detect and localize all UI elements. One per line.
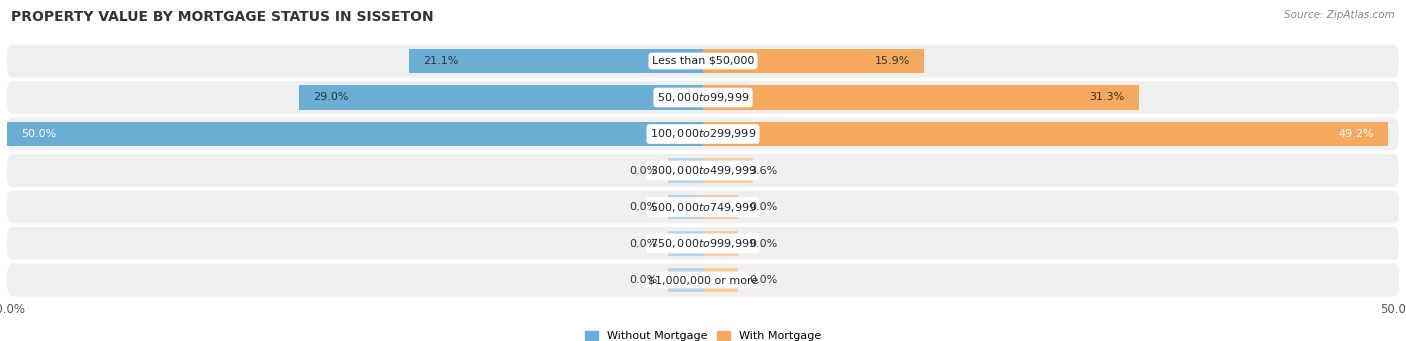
FancyBboxPatch shape: [7, 118, 1399, 150]
Bar: [668, 231, 703, 256]
Bar: [703, 48, 924, 73]
Text: $750,000 to $999,999: $750,000 to $999,999: [650, 237, 756, 250]
Text: 49.2%: 49.2%: [1339, 129, 1374, 139]
Bar: [668, 195, 703, 219]
Bar: [703, 268, 738, 293]
Text: $1,000,000 or more: $1,000,000 or more: [648, 275, 758, 285]
Bar: [703, 195, 738, 219]
Bar: [409, 48, 703, 73]
Text: 0.0%: 0.0%: [749, 275, 778, 285]
Bar: [703, 122, 1388, 146]
FancyBboxPatch shape: [7, 45, 1399, 77]
Text: 0.0%: 0.0%: [628, 165, 657, 176]
Text: 21.1%: 21.1%: [423, 56, 458, 66]
Text: PROPERTY VALUE BY MORTGAGE STATUS IN SISSETON: PROPERTY VALUE BY MORTGAGE STATUS IN SIS…: [11, 10, 434, 24]
Legend: Without Mortgage, With Mortgage: Without Mortgage, With Mortgage: [585, 331, 821, 341]
Bar: [7, 122, 703, 146]
Text: $500,000 to $749,999: $500,000 to $749,999: [650, 201, 756, 213]
FancyBboxPatch shape: [7, 81, 1399, 114]
FancyBboxPatch shape: [7, 154, 1399, 187]
Text: 0.0%: 0.0%: [628, 202, 657, 212]
Text: 3.6%: 3.6%: [749, 165, 778, 176]
Text: 31.3%: 31.3%: [1090, 92, 1125, 103]
Text: 0.0%: 0.0%: [749, 202, 778, 212]
Text: $50,000 to $99,999: $50,000 to $99,999: [657, 91, 749, 104]
Text: 15.9%: 15.9%: [875, 56, 911, 66]
FancyBboxPatch shape: [7, 227, 1399, 260]
Text: 29.0%: 29.0%: [314, 92, 349, 103]
Text: 50.0%: 50.0%: [21, 129, 56, 139]
Text: $100,000 to $299,999: $100,000 to $299,999: [650, 128, 756, 140]
Text: Source: ZipAtlas.com: Source: ZipAtlas.com: [1284, 10, 1395, 20]
Bar: [668, 158, 703, 183]
Bar: [703, 158, 754, 183]
Bar: [703, 85, 1139, 110]
Bar: [299, 85, 703, 110]
Text: 0.0%: 0.0%: [628, 275, 657, 285]
FancyBboxPatch shape: [7, 264, 1399, 296]
Bar: [668, 268, 703, 293]
Text: 0.0%: 0.0%: [749, 238, 778, 249]
Text: Less than $50,000: Less than $50,000: [652, 56, 754, 66]
Text: 0.0%: 0.0%: [628, 238, 657, 249]
Text: $300,000 to $499,999: $300,000 to $499,999: [650, 164, 756, 177]
FancyBboxPatch shape: [7, 191, 1399, 223]
Bar: [703, 231, 738, 256]
